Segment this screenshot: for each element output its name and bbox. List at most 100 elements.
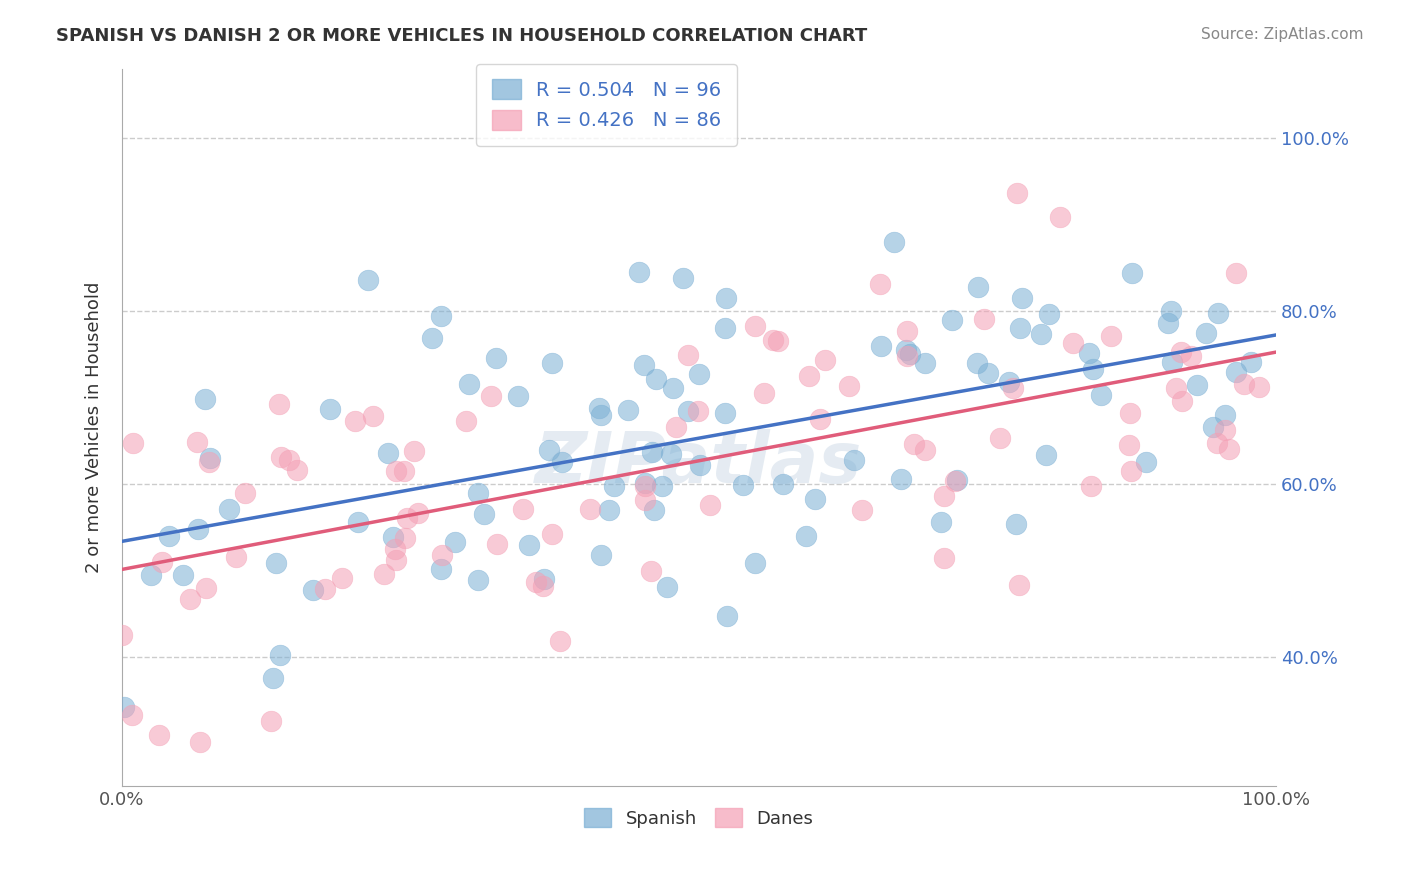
Point bbox=[1119, 406, 1142, 420]
Point bbox=[676, 348, 699, 362]
Point bbox=[385, 553, 408, 567]
Point bbox=[1090, 388, 1112, 402]
Point bbox=[733, 478, 755, 492]
Point bbox=[598, 503, 620, 517]
Point bbox=[1157, 316, 1180, 330]
Point bbox=[1081, 361, 1104, 376]
Point bbox=[270, 450, 292, 465]
Point bbox=[269, 397, 291, 411]
Point bbox=[744, 557, 766, 571]
Point bbox=[1062, 336, 1084, 351]
Point bbox=[384, 541, 406, 556]
Point bbox=[932, 489, 955, 503]
Point bbox=[1008, 578, 1031, 592]
Point bbox=[714, 406, 737, 420]
Point bbox=[688, 367, 710, 381]
Point bbox=[1171, 393, 1194, 408]
Point bbox=[744, 319, 766, 334]
Point bbox=[768, 334, 790, 348]
Point bbox=[665, 419, 688, 434]
Point bbox=[869, 339, 891, 353]
Point bbox=[111, 628, 134, 642]
Point bbox=[754, 385, 776, 400]
Point bbox=[512, 502, 534, 516]
Point bbox=[195, 581, 218, 595]
Point bbox=[524, 574, 547, 589]
Point bbox=[285, 463, 308, 477]
Text: SPANISH VS DANISH 2 OR MORE VEHICLES IN HOUSEHOLD CORRELATION CHART: SPANISH VS DANISH 2 OR MORE VEHICLES IN … bbox=[56, 27, 868, 45]
Point bbox=[430, 562, 453, 576]
Point bbox=[998, 375, 1021, 389]
Point bbox=[474, 507, 496, 521]
Point bbox=[485, 537, 508, 551]
Point bbox=[977, 366, 1000, 380]
Point bbox=[1160, 355, 1182, 369]
Point bbox=[946, 473, 969, 487]
Point bbox=[617, 403, 640, 417]
Point bbox=[655, 580, 678, 594]
Point bbox=[1160, 304, 1182, 318]
Point bbox=[1135, 455, 1157, 469]
Point bbox=[373, 566, 395, 581]
Point bbox=[589, 548, 612, 562]
Point bbox=[396, 510, 419, 524]
Point bbox=[797, 369, 820, 384]
Point bbox=[1185, 377, 1208, 392]
Point bbox=[804, 491, 827, 506]
Point bbox=[225, 549, 247, 564]
Point bbox=[550, 454, 572, 468]
Point bbox=[456, 414, 478, 428]
Point bbox=[869, 277, 891, 292]
Point bbox=[262, 671, 284, 685]
Point bbox=[194, 392, 217, 406]
Point bbox=[941, 313, 963, 327]
Point bbox=[838, 378, 860, 392]
Point bbox=[1206, 435, 1229, 450]
Point bbox=[814, 353, 837, 368]
Point bbox=[1121, 267, 1143, 281]
Point bbox=[641, 445, 664, 459]
Point bbox=[382, 531, 405, 545]
Point bbox=[772, 476, 794, 491]
Point bbox=[531, 579, 554, 593]
Point bbox=[343, 414, 366, 428]
Point bbox=[966, 356, 988, 370]
Point bbox=[903, 437, 925, 451]
Point bbox=[1038, 307, 1060, 321]
Point bbox=[548, 633, 571, 648]
Point bbox=[1164, 381, 1187, 395]
Point bbox=[1121, 464, 1143, 478]
Point bbox=[943, 474, 966, 488]
Point bbox=[1247, 380, 1270, 394]
Point bbox=[1195, 326, 1218, 340]
Point bbox=[260, 714, 283, 728]
Point bbox=[139, 567, 162, 582]
Point bbox=[1035, 448, 1057, 462]
Point bbox=[392, 465, 415, 479]
Point bbox=[1225, 266, 1247, 280]
Point bbox=[1077, 346, 1099, 360]
Point bbox=[148, 728, 170, 742]
Point bbox=[578, 502, 600, 516]
Point bbox=[172, 567, 194, 582]
Point bbox=[190, 735, 212, 749]
Point bbox=[1029, 326, 1052, 341]
Point bbox=[357, 273, 380, 287]
Point bbox=[541, 526, 564, 541]
Point bbox=[851, 502, 873, 516]
Point bbox=[198, 451, 221, 466]
Point bbox=[643, 503, 665, 517]
Point bbox=[633, 358, 655, 372]
Point bbox=[1170, 344, 1192, 359]
Point bbox=[603, 478, 626, 492]
Point bbox=[467, 485, 489, 500]
Point bbox=[198, 455, 221, 469]
Point bbox=[896, 324, 918, 338]
Point bbox=[1218, 442, 1240, 456]
Point bbox=[467, 573, 489, 587]
Point bbox=[1233, 376, 1256, 391]
Point bbox=[457, 376, 479, 391]
Point bbox=[394, 531, 416, 545]
Point bbox=[762, 333, 785, 347]
Point bbox=[485, 351, 508, 365]
